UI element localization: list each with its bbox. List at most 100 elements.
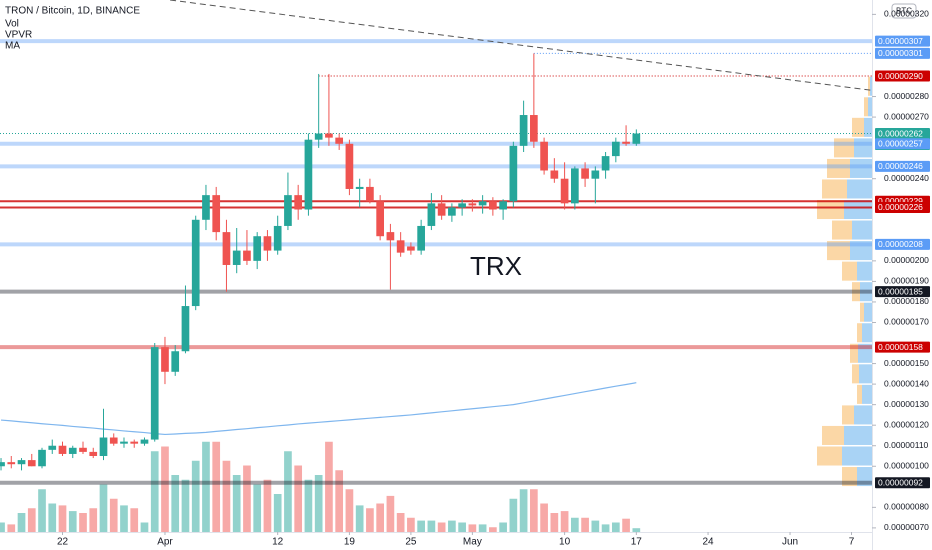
price-axis (873, 0, 932, 550)
indicator: VPVR (5, 30, 32, 41)
vpvr-down (852, 282, 860, 302)
level-label: 0.00000246 (878, 161, 923, 171)
volume-bar (130, 508, 139, 532)
level-label-box (875, 238, 930, 250)
candle-body (499, 201, 507, 210)
candle-body (448, 207, 456, 216)
volume-bar (284, 451, 292, 532)
volume-bar (396, 513, 405, 532)
volume-bar (140, 522, 149, 532)
volume-bar (591, 520, 600, 532)
vpvr-up (857, 467, 872, 487)
volume-bar (99, 484, 108, 532)
vpvr-down (850, 343, 858, 363)
volume-bar (489, 527, 497, 532)
candle-body (89, 451, 98, 456)
volume-bar (294, 465, 303, 532)
candle-body (530, 115, 538, 142)
y-tick-label: 0.00000270 (884, 111, 929, 121)
level-label-box (875, 47, 930, 59)
volume-bar (109, 498, 118, 532)
candle-body (120, 441, 128, 444)
volume-bar (202, 441, 210, 532)
level-label-box (875, 70, 930, 82)
y-tick-label: 0.00000080 (884, 502, 929, 512)
candle-body (284, 195, 292, 226)
volume-bar (437, 522, 446, 532)
volume-bar (243, 465, 251, 532)
candle-body (48, 445, 57, 450)
candle-body (181, 306, 190, 352)
x-tick-label: 19 (344, 537, 356, 548)
vpvr-up (858, 343, 872, 363)
y-tick-label: 0.00000200 (884, 255, 929, 265)
vpvr-down (868, 76, 870, 96)
volume-bar (171, 475, 180, 532)
level-label: 0.00000290 (878, 71, 923, 81)
candle-body (130, 441, 139, 444)
vpvr-up (844, 199, 872, 220)
vpvr-down (852, 117, 864, 137)
candle-body (294, 195, 303, 210)
ma-line (0, 382, 637, 436)
vpvr-down (842, 261, 857, 281)
volume-bar (632, 528, 641, 532)
volume-bar (611, 522, 620, 532)
vpvr-down (822, 179, 847, 199)
candle-body (222, 232, 231, 265)
candle-body (202, 195, 210, 220)
volume-bar (622, 518, 630, 532)
y-tick-label: 0.00000150 (884, 358, 929, 368)
y-tick-label: 0.00000140 (884, 378, 929, 388)
candle-body (417, 225, 425, 251)
indicator: Vol (5, 19, 19, 30)
y-tick-label: 0.00000280 (884, 91, 929, 101)
candle-body (591, 170, 600, 179)
vpvr-down (860, 302, 864, 322)
volume-bar (181, 479, 190, 532)
volume-bar (38, 489, 46, 532)
level-label: 0.00000158 (878, 342, 923, 352)
volume-bar (499, 522, 507, 532)
vpvr-up (870, 76, 872, 96)
volume-bar (58, 505, 67, 532)
y-tick-label: 0.00000120 (884, 419, 929, 429)
candle-body (355, 186, 364, 189)
volume-bar (17, 513, 26, 532)
volume-bar (366, 508, 374, 532)
vpvr-up (854, 405, 872, 425)
candle-body (150, 347, 159, 440)
volume-bar (325, 441, 333, 532)
vpvr-up (857, 261, 872, 281)
volume-bar (560, 511, 569, 532)
vpvr-up (860, 282, 872, 302)
volume-bar (530, 489, 538, 532)
volume-bar (48, 503, 57, 532)
candle-body (232, 250, 241, 265)
candle-body (509, 145, 518, 202)
candle-body (550, 170, 559, 179)
candle-body (243, 250, 251, 261)
volume-bar (468, 524, 477, 532)
candle-body (304, 139, 313, 210)
volume-bar (427, 520, 436, 532)
volume-bar (550, 513, 559, 532)
level-label-box (875, 138, 930, 150)
volume-bar (253, 484, 262, 532)
candle-body (58, 445, 67, 454)
volume-bar (355, 505, 364, 532)
candle-body (458, 203, 466, 208)
level-label: 0.00000262 (878, 128, 923, 138)
candle-body (99, 437, 108, 456)
vpvr-down (864, 97, 868, 117)
candle-body (519, 115, 528, 146)
level-label: 0.00000092 (878, 477, 923, 487)
candle-body (314, 133, 323, 140)
vpvr-down (822, 425, 844, 445)
candle-body (0, 462, 5, 467)
x-tick-label: May (463, 537, 482, 548)
volume-bar (571, 517, 579, 532)
candle-body (109, 437, 118, 444)
candle-body (376, 201, 384, 237)
